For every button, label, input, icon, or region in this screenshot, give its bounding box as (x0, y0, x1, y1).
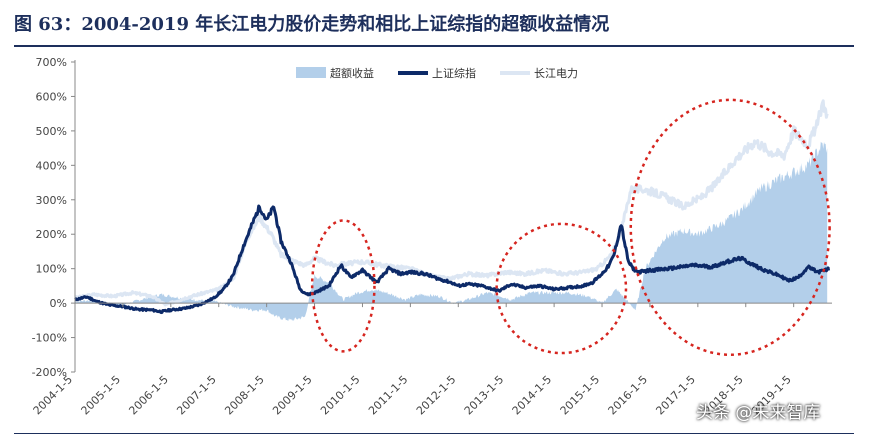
legend-label: 上证综指 (432, 66, 476, 80)
legend-item: 超额收益 (296, 66, 374, 80)
watermark: 头条 @未来智库 (696, 403, 821, 423)
x-tick-label: 2009-1-5 (270, 373, 315, 418)
y-tick-label: 500% (36, 125, 67, 138)
y-tick-label: -200% (32, 366, 67, 379)
y-tick-label: 200% (36, 228, 67, 241)
yangtze-line-layer (74, 99, 829, 307)
x-tick-label: 2017-1-5 (653, 373, 698, 418)
title-rule (14, 45, 854, 47)
bottom-rule (14, 433, 854, 434)
legend-swatch (296, 67, 326, 78)
x-tick-label: 2007-1-5 (174, 373, 219, 418)
y-tick-label: 300% (36, 194, 67, 207)
y-tick-label: 0% (50, 297, 67, 310)
y-tick-label: 400% (36, 159, 67, 172)
x-tick-label: 2005-1-5 (79, 373, 124, 418)
y-tick-label: 700% (36, 56, 67, 69)
y-tick-label: -100% (32, 332, 67, 345)
highlight-ellipse (495, 222, 628, 355)
annotation-layer (310, 98, 831, 357)
legend-item: 上证综指 (398, 66, 476, 80)
x-tick-label: 2010-1-5 (318, 373, 363, 418)
x-tick-label: 2016-1-5 (606, 373, 651, 418)
legend-label: 长江电力 (534, 67, 578, 80)
x-tick-label: 2012-1-5 (414, 373, 459, 418)
y-tick-label: 100% (36, 263, 67, 276)
sse-line-layer (74, 204, 831, 315)
series-excess-area (75, 141, 828, 322)
x-tick-label: 2004-1-5 (31, 373, 76, 418)
legend: 超额收益 上证综指 长江电力 (296, 66, 578, 80)
chart-title: 图 63：2004-2019 年长江电力股价走势和相比上证综指的超额收益情况 (14, 14, 610, 35)
legend-label: 超额收益 (330, 66, 374, 80)
y-tick-label: 600% (36, 90, 67, 103)
legend-item: 长江电力 (500, 67, 578, 80)
highlight-ellipse (310, 219, 376, 353)
excess-area-layer (75, 141, 828, 322)
x-tick-label: 2015-1-5 (558, 373, 603, 418)
x-tick-label: 2013-1-5 (462, 373, 507, 418)
series-yangtze-line (74, 99, 829, 307)
highlight-ellipse (629, 98, 831, 357)
x-tick-label: 2014-1-5 (510, 373, 555, 418)
series-sse-line (74, 204, 831, 315)
x-tick-label: 2008-1-5 (222, 373, 267, 418)
x-tick-label: 2006-1-5 (126, 373, 171, 418)
x-tick-label: 2011-1-5 (366, 373, 411, 418)
